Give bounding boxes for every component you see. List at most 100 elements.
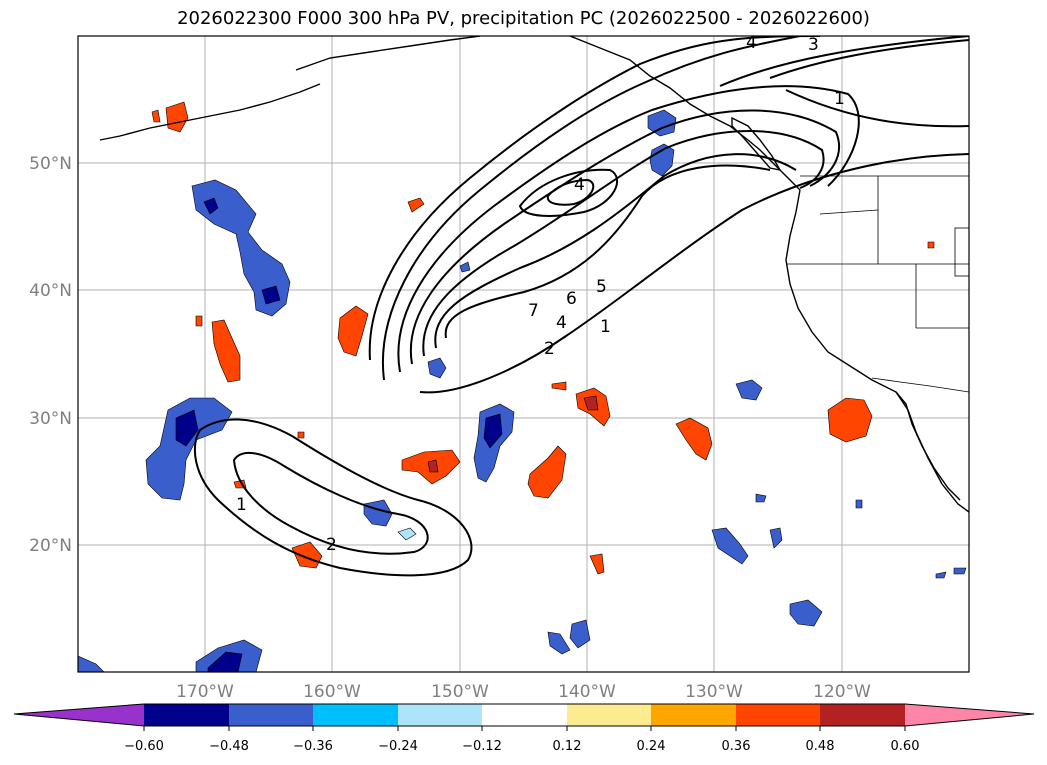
neg-anomaly-area [935,571,947,579]
neg-anomaly-area [769,527,783,549]
contour-labels: 4 3 1 4 7 6 5 4 2 1 1 2 [236,33,845,555]
pv-contour [382,36,801,381]
contour-label: 2 [326,535,337,555]
colorbar-tick-label: −0.12 [462,739,502,754]
neg-anomaly-area [953,567,967,575]
pv-contours [193,36,969,577]
neg-anomaly-area [427,357,447,379]
colorbar-bin [651,704,736,726]
pv-contour-lower [193,418,473,577]
neg-anomaly-area [547,631,571,655]
pos-anomaly-area [407,197,425,213]
contour-label: 1 [834,89,845,109]
colorbar-under-triangle [14,704,144,726]
pv-contour-lower [232,451,429,555]
colorbar-tick-label: −0.48 [209,739,249,754]
alaska-coast [569,36,801,191]
colorbar-tick-label: 0.36 [722,739,751,754]
neg-anomaly-core [483,413,503,449]
pv-contour [434,153,797,349]
neg-anomaly-core [207,651,243,672]
neg-anomaly-core [203,197,219,215]
pv-contour [419,153,969,394]
map-title: 2026022300 F000 300 hPa PV, precipitatio… [177,8,870,29]
pos-anomaly-area [589,553,605,575]
colorbar-bin [313,704,398,726]
gridlines [78,36,969,672]
contour-label: 1 [600,317,611,337]
pos-anomaly-area [195,315,203,327]
pos-anomaly-area [827,397,873,443]
neg-anomaly-area [755,493,767,503]
colorbar-tick-label: 0.12 [553,739,582,754]
contour-label: 6 [566,289,577,309]
neg-anomaly-area [459,261,471,273]
contour-label: 1 [236,495,247,515]
pos-anomaly-area [927,241,935,249]
contour-label: 3 [808,35,819,55]
pv-contour [409,109,841,365]
neg-anomaly-area [711,527,749,565]
colorbar-bin [398,704,482,726]
pos-anomaly-area [211,319,241,383]
lat-label-20n: 20°N [29,536,72,556]
lat-label-40n: 40°N [29,281,72,301]
neg-anomaly-core [261,285,281,305]
colorbar-tick-label: −0.24 [378,739,418,754]
latitude-labels: 50°N 40°N 30°N 20°N [29,154,72,556]
contour-label: 2 [544,339,555,359]
contour-label: 4 [574,175,585,195]
colorbar-over-triangle [905,704,1034,726]
pos-anomaly-area [151,109,161,123]
pv-contour [518,168,619,217]
map-frame [77,35,970,673]
neg-anomaly-area [191,179,291,317]
pv-contour [422,130,825,357]
colorbar: −0.60 −0.48 −0.36 −0.24 −0.12 0.12 0.24 … [13,703,1035,754]
pos-anomaly-area [675,417,713,461]
lon-label-130w: 130°W [685,682,743,702]
pv-contour [397,85,860,373]
colorbar-tick-label: 0.60 [891,739,920,754]
colorbar-tick-label: 0.48 [806,739,835,754]
contour-label: 7 [528,301,539,321]
contour-label: 5 [596,277,607,297]
colorbar-bin [820,704,905,726]
neg-anomaly-area [649,143,675,177]
contour-label: 4 [556,313,567,333]
lon-label-140w: 140°W [558,682,616,702]
neg-anomaly-area [569,619,591,649]
lon-label-170w: 170°W [176,682,234,702]
pv-contour [368,36,821,361]
neg-anomaly-area [397,527,417,541]
precip-negative-anomalies [78,109,967,672]
neg-anomaly-area [647,109,677,137]
colorbar-bin [482,704,567,726]
neg-anomaly-area [855,499,863,509]
colorbar-bin [736,704,820,726]
pos-anomaly-area [297,431,305,439]
lat-label-50n: 50°N [29,154,72,174]
colorbar-tick-label: −0.36 [293,739,333,754]
contour-label: 4 [746,33,757,53]
pos-anomaly-area [337,305,369,357]
colorbar-bin [567,704,651,726]
precip-positive-anomalies [151,101,935,575]
longitude-labels: 170°W 160°W 150°W 140°W 130°W 120°W [176,682,871,702]
lon-label-120w: 120°W [813,682,871,702]
lon-label-150w: 150°W [431,682,489,702]
pos-anomaly-core [583,395,599,411]
alaska-coast [295,36,481,71]
pos-anomaly-area [527,445,567,499]
colorbar-tick-label: −0.60 [124,739,164,754]
pv-contour [546,178,595,206]
lon-label-160w: 160°W [303,682,361,702]
pos-anomaly-core [427,459,439,473]
neg-anomaly-area [78,655,105,672]
neg-anomaly-core [175,409,199,447]
pos-anomaly-area [551,381,567,391]
pv-contour [785,89,969,128]
colorbar-tick-label: 0.24 [637,739,666,754]
pv-contour [444,164,771,339]
